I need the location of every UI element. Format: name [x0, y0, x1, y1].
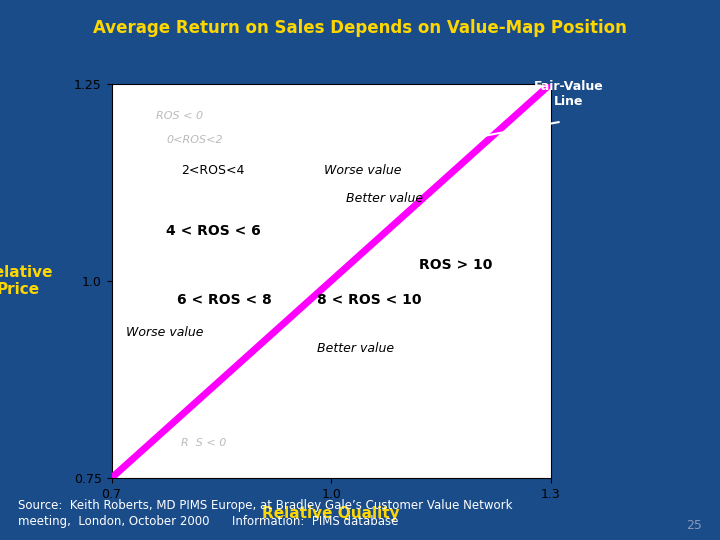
Text: 0<ROS<2: 0<ROS<2: [166, 135, 223, 145]
Text: 25: 25: [686, 519, 702, 532]
Text: ROS < 0: ROS < 0: [156, 111, 202, 121]
Text: Fair-Value
Line: Fair-Value Line: [534, 80, 603, 108]
Text: 8 < ROS < 10: 8 < ROS < 10: [317, 293, 421, 307]
Text: Worse value: Worse value: [324, 164, 401, 177]
Text: Average Return on Sales Depends on Value-Map Position: Average Return on Sales Depends on Value…: [93, 19, 627, 37]
Text: 6 < ROS < 8: 6 < ROS < 8: [178, 293, 272, 307]
Text: 4 < ROS < 6: 4 < ROS < 6: [166, 224, 261, 238]
X-axis label: Relative Quality: Relative Quality: [262, 506, 400, 521]
Text: 2<ROS<4: 2<ROS<4: [181, 164, 245, 177]
Text: ROS > 10: ROS > 10: [419, 258, 492, 272]
Text: Better value: Better value: [317, 342, 394, 355]
Text: Source:  Keith Roberts, MD PIMS Europe, at Bradley Gale’s Customer Value Network: Source: Keith Roberts, MD PIMS Europe, a…: [18, 500, 513, 528]
Text: R  S < 0: R S < 0: [181, 438, 227, 448]
Text: Worse value: Worse value: [126, 326, 204, 339]
Text: Better value: Better value: [346, 192, 423, 205]
Text: Relative
Price: Relative Price: [0, 265, 53, 297]
